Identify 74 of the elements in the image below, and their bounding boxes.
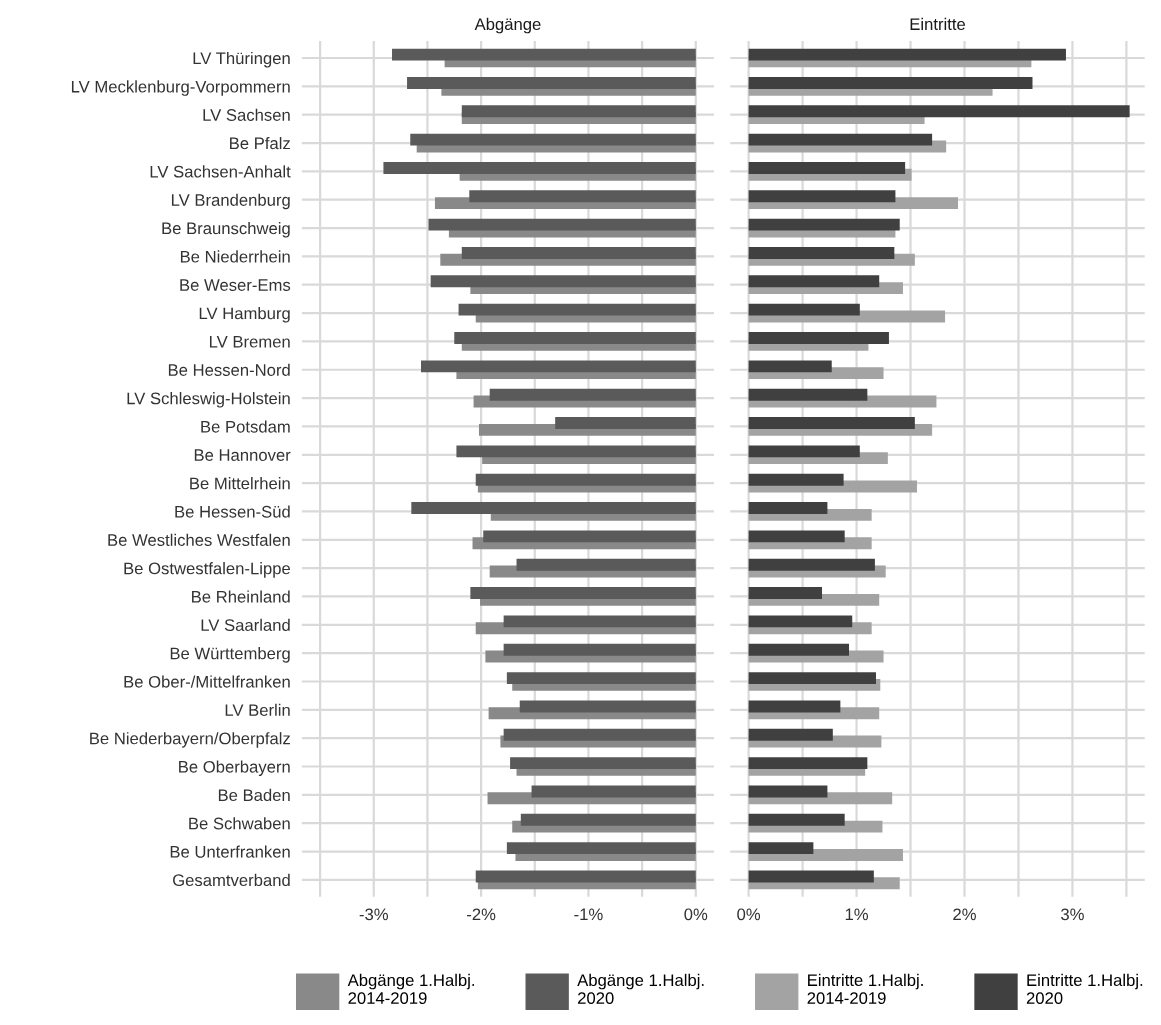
- chart-title: Abgänge: [474, 17, 541, 34]
- bar: [748, 105, 1130, 118]
- y-tick-label: Be Hessen-Süd: [175, 505, 290, 518]
- bar: [748, 190, 896, 203]
- bar: [748, 48, 1066, 61]
- bar: [748, 785, 828, 798]
- bar: [748, 587, 823, 600]
- legend-label: Abgänge 1.Halbj. 2020: [577, 973, 704, 1004]
- x-tick-label: 2%: [953, 908, 976, 921]
- bar: [748, 388, 868, 401]
- y-tick-label: LV Bremen: [209, 335, 290, 348]
- y-tick-label: Be Württemberg: [170, 647, 290, 663]
- x-tick-label: 0%: [737, 908, 761, 921]
- y-tick-label: Be Mittelrhein: [190, 477, 290, 490]
- y-tick-label: Be Pfalz: [230, 136, 290, 150]
- y-tick-label: LV Hamburg: [199, 307, 290, 323]
- y-tick-label: Be Potsdam: [201, 420, 290, 433]
- bar: [748, 615, 853, 628]
- legend-label: Abgänge 1.Halbj. 2014-2019: [347, 973, 474, 1004]
- bar: [748, 473, 844, 486]
- legend-label: Eintritte 1.Halbj. 2014-2019: [807, 973, 923, 1004]
- bar: [748, 332, 889, 344]
- bar: [748, 247, 895, 259]
- y-tick-label: Gesamtverband: [173, 873, 290, 887]
- y-tick-label: Be Westliches Westfalen: [108, 533, 290, 546]
- bar: [748, 133, 933, 146]
- bar: [748, 530, 845, 543]
- chart-title: Eintritte: [910, 17, 966, 31]
- y-tick-label: Be Hannover: [194, 449, 291, 461]
- y-tick-label: LV Saarland: [201, 618, 290, 632]
- y-tick-label: Be Baden: [218, 788, 290, 802]
- x-tick-label: 1%: [845, 908, 869, 921]
- y-tick-label: LV Mecklenburg-Vorpommern: [71, 80, 290, 96]
- y-tick-label: LV Sachsen: [203, 108, 290, 121]
- bar: [748, 303, 860, 316]
- bar: [748, 842, 814, 855]
- y-tick-label: Be Braunschweig: [162, 222, 290, 238]
- bar: [748, 672, 876, 685]
- y-tick-label: Be Oberbayern: [179, 760, 290, 777]
- bar: [748, 558, 875, 571]
- bar: [748, 757, 868, 770]
- y-tick-label: LV Berlin: [225, 703, 290, 717]
- bar: [748, 502, 828, 514]
- bar: [748, 700, 841, 713]
- y-tick-label: Be Ostwestfalen-Lippe: [124, 562, 291, 578]
- bar: [748, 417, 915, 429]
- y-tick-label: Be Unterfranken: [170, 845, 290, 858]
- y-tick-label: LV Schleswig-Holstein: [127, 392, 290, 408]
- bar: [748, 76, 1033, 89]
- bar: [748, 643, 849, 656]
- bar: [748, 360, 832, 373]
- y-tick-label: Be Niederbayern/Oberpfalz: [90, 732, 290, 748]
- y-tick-label: Be Weser-Ems: [180, 279, 291, 291]
- y-tick-label: Be Ober-/Mittelfranken: [124, 675, 290, 688]
- x-tick-label: -3%: [359, 908, 388, 921]
- y-tick-label: LV Brandenburg: [171, 193, 290, 210]
- bar: [748, 275, 880, 288]
- bar: [748, 813, 845, 826]
- bar: [748, 162, 906, 174]
- x-tick-label: 0%: [684, 908, 708, 921]
- bar: [748, 870, 874, 883]
- y-tick-label: Be Rheinland: [192, 590, 290, 603]
- y-tick-label: Be Hessen-Nord: [168, 363, 290, 376]
- x-tick-label: -1%: [574, 908, 603, 921]
- x-tick-label: -2%: [467, 908, 496, 921]
- y-tick-label: LV Thüringen: [193, 51, 290, 68]
- x-tick-label: 3%: [1061, 908, 1084, 921]
- y-tick-label: LV Sachsen-Anhalt: [150, 165, 291, 178]
- bar: [748, 218, 900, 231]
- bar: [748, 728, 833, 741]
- legend-label: Eintritte 1.Halbj. 2020: [1026, 973, 1143, 1004]
- y-tick-label: Be Niederrhein: [180, 250, 290, 263]
- y-tick-label: Be Schwaben: [189, 817, 290, 830]
- bar: [748, 445, 860, 458]
